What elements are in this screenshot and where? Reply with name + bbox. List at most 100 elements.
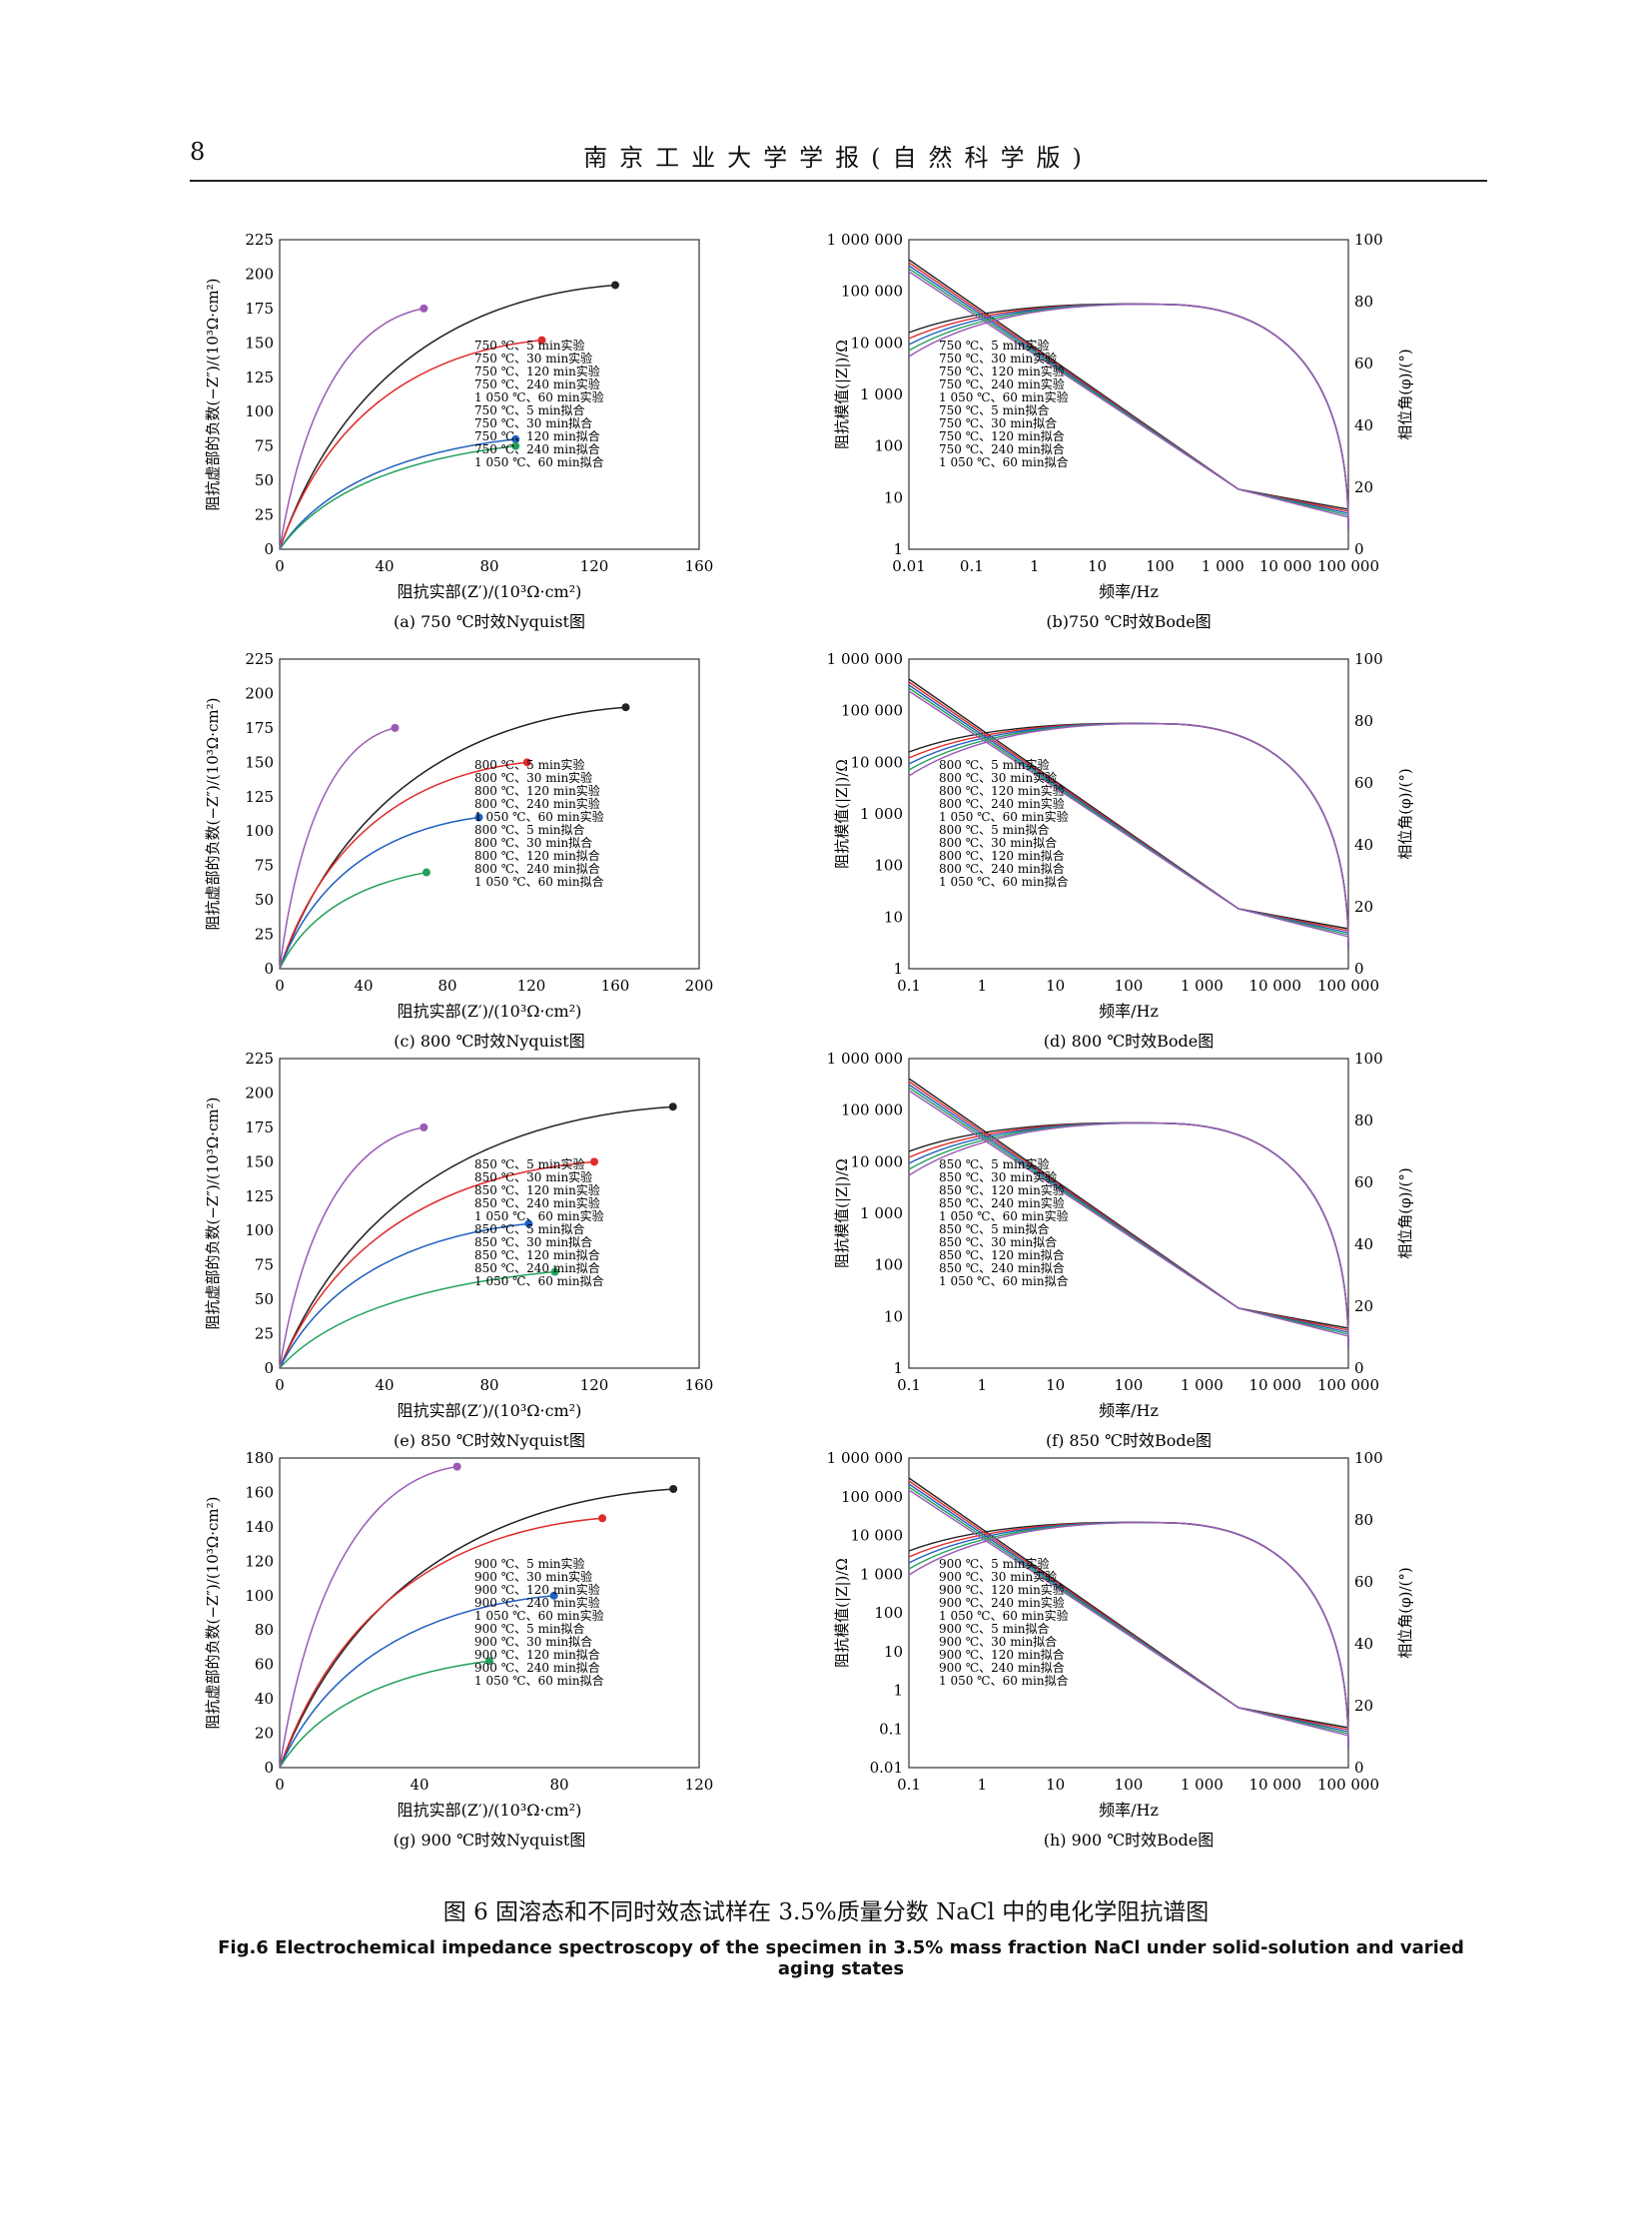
y2-axis-label: 相位角(φ)/(°) <box>1396 768 1414 859</box>
right-tick: 20 <box>1354 478 1373 496</box>
x-tick: 10 <box>1046 1376 1065 1394</box>
y-tick: 120 <box>245 1552 274 1570</box>
y-tick: 140 <box>245 1518 274 1536</box>
y-tick: 50 <box>255 1290 274 1308</box>
modulus-line <box>908 1090 1349 1337</box>
legend-entry: 1 050 ℃、60 min拟合 <box>474 1273 604 1288</box>
data-point <box>452 1462 461 1471</box>
x-tick: 80 <box>479 557 498 575</box>
y-tick: 150 <box>245 334 274 352</box>
y-tick: 10 000 <box>851 753 904 771</box>
legend-entry: 850 ℃、240 min实验 <box>939 1195 1065 1210</box>
x-tick: 1 <box>978 1776 988 1794</box>
y-axis-label: 阻抗模值(|Z|)/Ω <box>833 340 851 449</box>
legend-entry: 800 ℃、5 min拟合 <box>474 822 585 837</box>
legend-entry: 900 ℃、240 min实验 <box>939 1595 1065 1610</box>
legend-entry: 850 ℃、120 min实验 <box>939 1182 1065 1197</box>
y-tick: 125 <box>245 1187 274 1205</box>
y-tick: 1 000 000 <box>827 1050 903 1068</box>
subfigure-label: (a) 750 ℃时效Nyquist图 <box>394 612 585 631</box>
y-tick: 0 <box>264 1759 274 1777</box>
legend-entry: 750 ℃、30 min拟合 <box>939 415 1057 430</box>
y-tick: 10 <box>884 1307 903 1325</box>
y-tick: 25 <box>255 926 274 944</box>
right-tick: 40 <box>1354 836 1373 854</box>
y-tick: 0.1 <box>879 1720 903 1738</box>
y-tick: 10 <box>884 908 903 926</box>
legend-entry: 850 ℃、5 min拟合 <box>474 1221 585 1236</box>
fit-line <box>279 284 616 550</box>
y-tick: 10 000 <box>851 334 904 352</box>
panel-c: 0 40 80 120 160 200 0 25 50 75 100 125 150 175 200 225 阻… <box>204 650 713 1051</box>
data-point <box>549 1591 558 1600</box>
x-tick: 200 <box>685 977 714 995</box>
right-tick: 60 <box>1354 774 1373 792</box>
data-point <box>598 1514 607 1523</box>
panel-h: 0.1 1 10 100 1 000 10 000 100 0000.010.1110100… <box>827 1449 1414 1850</box>
legend-entry: 1 050 ℃、60 min拟合 <box>939 1273 1069 1288</box>
y-tick: 100 <box>245 402 274 420</box>
data-point <box>669 1485 678 1493</box>
data-point <box>474 813 483 822</box>
legend-entry: 750 ℃、5 min实验 <box>474 338 585 353</box>
x-tick: 40 <box>410 1776 428 1794</box>
modulus-line <box>908 271 1349 518</box>
legend-entry: 800 ℃、30 min拟合 <box>474 835 592 850</box>
running-header: 8 南京工业大学学报(自然科学版) <box>190 130 1487 182</box>
y-tick: 175 <box>245 1118 274 1136</box>
legend-entry: 1 050 ℃、60 min实验 <box>474 389 604 404</box>
data-point <box>485 1657 493 1666</box>
y-tick: 1 000 <box>860 1565 903 1583</box>
data-point <box>391 723 400 732</box>
panel-a: 0 40 80 120 160 0 25 50 75 100 125 150 175 200 225 阻抗实部… <box>204 231 713 631</box>
right-tick: 60 <box>1354 1573 1373 1591</box>
subfigure-label: (e) 850 ℃时效Nyquist图 <box>394 1431 585 1450</box>
y-tick: 150 <box>245 753 274 771</box>
right-tick: 60 <box>1354 1173 1373 1191</box>
figure-6: 0 40 80 120 1600255075100125150175200225阻抗实部… <box>204 231 1414 1850</box>
fit-line <box>279 1595 554 1769</box>
x-tick: 10 <box>1088 557 1107 575</box>
phase-line <box>908 722 1349 950</box>
legend-entry: 900 ℃、30 min拟合 <box>474 1634 592 1649</box>
y-tick: 100 <box>874 857 903 875</box>
legend-entry: 750 ℃、240 min实验 <box>939 376 1065 391</box>
fit-line <box>279 761 527 970</box>
data-point <box>611 281 619 290</box>
legend-entry: 1 050 ℃、60 min实验 <box>939 809 1069 824</box>
x-tick: 1 000 <box>1181 1376 1224 1394</box>
modulus-line <box>908 690 1349 938</box>
x-tick: 100 000 <box>1317 977 1379 995</box>
legend-entry: 850 ℃、240 min拟合 <box>474 1260 600 1275</box>
y-tick: 100 <box>874 437 903 455</box>
x-tick: 100 <box>1115 977 1144 995</box>
x-tick: 1 000 <box>1181 1776 1224 1794</box>
x-tick: 0.01 <box>892 557 925 575</box>
y-tick: 1 000 <box>860 385 903 403</box>
y-axis-label: 阻抗模值(|Z|)/Ω <box>833 1158 851 1268</box>
data-point <box>511 434 520 443</box>
y2-axis-label: 相位角(φ)/(°) <box>1396 1167 1414 1258</box>
right-tick: 100 <box>1354 650 1383 668</box>
y-axis-label: 阻抗虚部的负数(−Z″)/(10³Ω·cm²) <box>204 698 222 931</box>
x-tick: 0.1 <box>960 557 984 575</box>
modulus-line <box>908 1489 1349 1737</box>
phase-line <box>908 1121 1349 1349</box>
legend-entry: 800 ℃、30 min拟合 <box>939 835 1057 850</box>
legend-entry: 850 ℃、240 min拟合 <box>939 1260 1065 1275</box>
legend-entry: 1 050 ℃、60 min拟合 <box>474 874 604 889</box>
legend-entry: 850 ℃、5 min实验 <box>939 1156 1050 1171</box>
y-tick: 60 <box>255 1656 274 1674</box>
y-tick: 1 000 <box>860 805 903 823</box>
y-axis-label: 阻抗模值(|Z|)/Ω <box>833 759 851 869</box>
x-tick: 100 <box>1115 1376 1144 1394</box>
phase-line <box>908 1521 1349 1749</box>
legend-entry: 850 ℃、120 min实验 <box>474 1182 600 1197</box>
y-tick: 100 000 <box>841 702 903 720</box>
data-point <box>522 758 531 767</box>
legend-entry: 750 ℃、240 min拟合 <box>474 441 600 456</box>
x-tick: 10 <box>1046 1776 1065 1794</box>
right-tick: 40 <box>1354 416 1373 434</box>
right-tick: 100 <box>1354 231 1383 249</box>
fit-line <box>279 339 542 550</box>
